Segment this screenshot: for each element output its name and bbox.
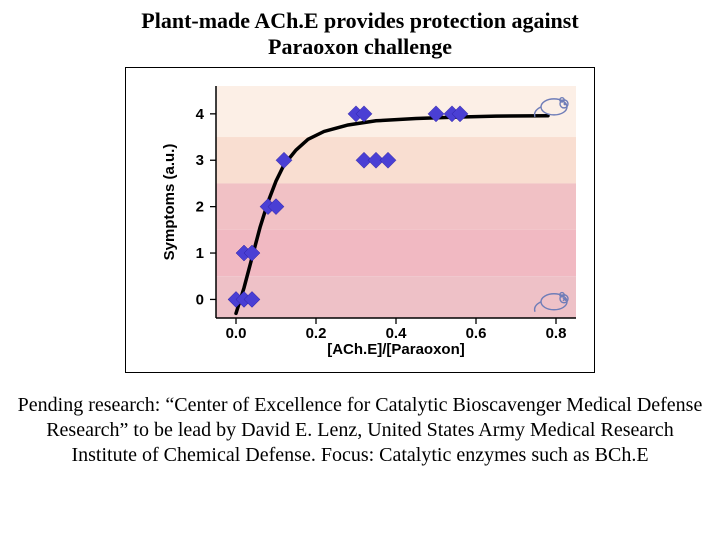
svg-text:0: 0 [196, 291, 204, 308]
svg-text:0.4: 0.4 [386, 325, 408, 342]
svg-text:0.2: 0.2 [306, 325, 327, 342]
title-line-2: Paraoxon challenge [268, 34, 452, 59]
svg-text:2: 2 [196, 198, 204, 215]
title-line-1: Plant-made ACh.E provides protection aga… [141, 8, 578, 33]
dose-response-chart: 0 1 2 3 4 0.0 0.2 0.4 0.6 0.8 Symptoms (a.u.) [ACh.… [130, 74, 590, 370]
slide: Plant-made ACh.E provides protection aga… [0, 0, 720, 540]
svg-text:0.8: 0.8 [546, 325, 567, 342]
chart-container: 0 1 2 3 4 0.0 0.2 0.4 0.6 0.8 Symptoms (a.u.) [ACh.… [125, 67, 595, 373]
svg-text:[ACh.E]/[Paraoxon]: [ACh.E]/[Paraoxon] [327, 341, 465, 358]
svg-text:3: 3 [196, 152, 204, 169]
svg-text:4: 4 [196, 106, 205, 123]
svg-text:Symptoms (a.u.): Symptoms (a.u.) [161, 143, 178, 260]
svg-text:0.6: 0.6 [466, 325, 487, 342]
svg-text:1: 1 [196, 245, 204, 262]
slide-title: Plant-made ACh.E provides protection aga… [0, 0, 720, 61]
footer-text: Pending research: “Center of Excellence … [0, 373, 720, 468]
svg-text:0.0: 0.0 [226, 325, 247, 342]
